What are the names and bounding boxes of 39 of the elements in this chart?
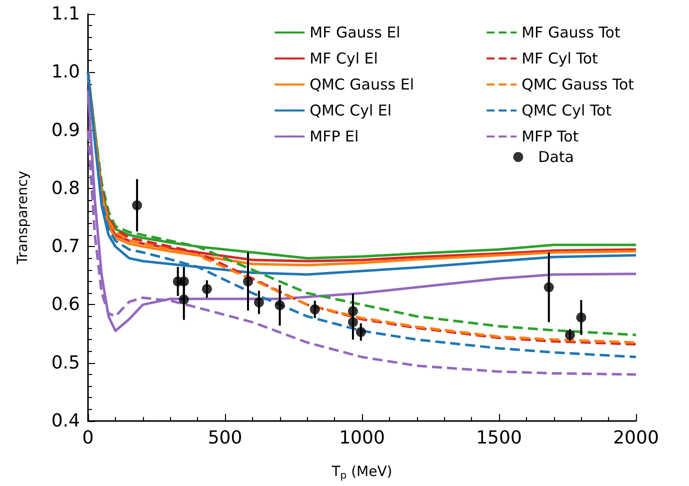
x-tick-label: 0 xyxy=(82,428,94,448)
x-tick-label: 1000 xyxy=(339,428,385,448)
legend-label: MF Cyl El xyxy=(310,50,378,68)
point xyxy=(348,317,358,328)
x-tick-label: 500 xyxy=(208,428,242,448)
legend-label: MFP El xyxy=(310,128,359,146)
y-tick-label: 0.8 xyxy=(51,178,80,199)
y-tick-label: 0.4 xyxy=(51,410,80,432)
y-tick-label: 0.6 xyxy=(51,294,80,316)
point xyxy=(576,312,586,323)
point xyxy=(254,297,264,308)
y-tick-label: 1.0 xyxy=(51,62,80,83)
point xyxy=(310,304,320,314)
point xyxy=(348,306,358,316)
legend-label: MFP Tot xyxy=(522,128,579,146)
legend-label: QMC Gauss El xyxy=(310,76,414,94)
legend-label: QMC Cyl Tot xyxy=(522,102,612,120)
x-tick-label: 1500 xyxy=(476,428,522,448)
y-tick-label: 0.7 xyxy=(51,236,80,258)
legend-label: MF Gauss Tot xyxy=(522,24,620,42)
point xyxy=(178,276,189,286)
point xyxy=(356,327,366,338)
legend-label: QMC Gauss Tot xyxy=(522,76,634,94)
point xyxy=(243,276,254,286)
point xyxy=(274,300,285,310)
point xyxy=(544,282,554,292)
legend-label: MF Gauss El xyxy=(310,24,400,42)
point xyxy=(178,294,189,304)
y-axis-title: Transparency xyxy=(15,170,31,266)
x-tick-label: 2000 xyxy=(613,428,659,448)
legend-label: QMC Cyl El xyxy=(310,102,392,120)
y-tick-label: 0.5 xyxy=(51,352,80,374)
y-tick-label: 1.1 xyxy=(51,4,80,24)
point xyxy=(202,284,212,294)
legend-label: MF Cyl Tot xyxy=(522,50,598,68)
y-tick-label: 0.9 xyxy=(51,120,80,141)
point xyxy=(132,200,142,210)
legend-label: Data xyxy=(538,148,574,166)
point xyxy=(564,330,575,340)
